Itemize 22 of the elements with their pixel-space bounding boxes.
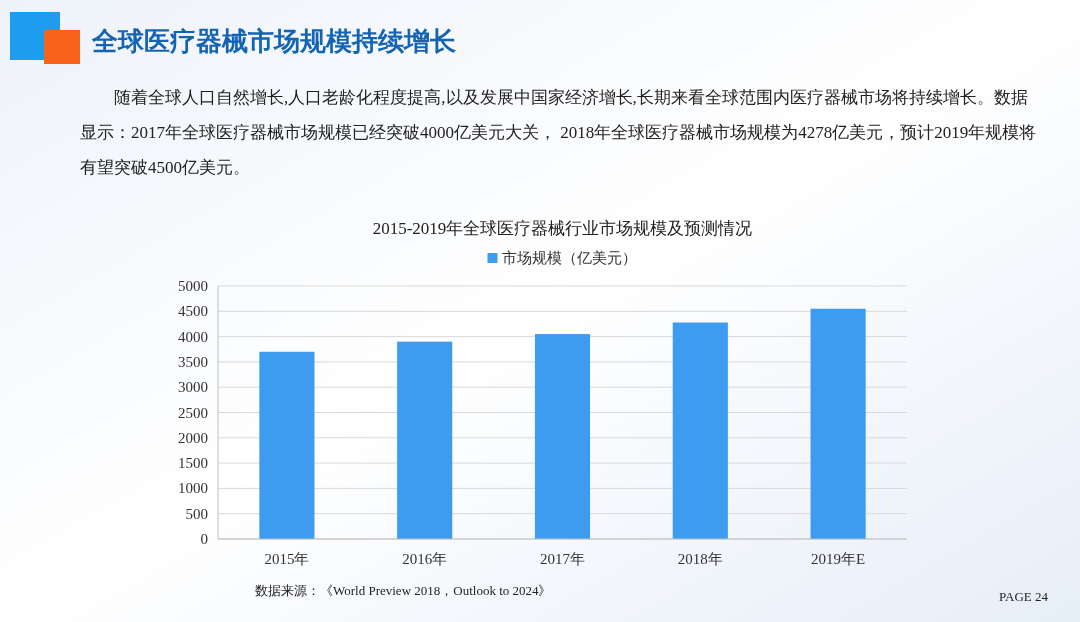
source-note: 数据来源：《World Preview 2018，Outlook to 2024》 [255, 583, 552, 598]
y-tick-label: 3000 [178, 379, 208, 396]
y-tick-label: 4500 [178, 303, 208, 320]
x-tick-label: 2018年 [677, 551, 723, 567]
y-tick-label: 4000 [178, 328, 208, 345]
y-tick-label: 3500 [178, 353, 208, 370]
y-tick-label: 2000 [178, 429, 208, 446]
y-tick-label: 2500 [178, 404, 208, 421]
x-tick-label: 2019年E [811, 551, 866, 567]
x-tick-label: 2017年 [540, 551, 585, 567]
chart-subtitle: 2015-2019年全球医疗器械行业市场规模及预测情况 [372, 219, 753, 238]
y-tick-label: 0 [200, 531, 208, 547]
y-tick-label: 5000 [178, 278, 208, 294]
text: PAGE 24 [998, 589, 1049, 604]
x-tick-label: 2015年 [264, 551, 310, 567]
legend-label: 市场规模（亿美元） [501, 250, 637, 266]
x-tick-label: 2016年 [402, 551, 448, 567]
y-tick-label: 1500 [178, 455, 208, 472]
chart-title: 全球医疗器械市场规模持续增长 [91, 26, 456, 56]
y-tick-label: 500 [185, 505, 208, 522]
text: 随着全球人口自然增长,人口老龄化程度提高,以及发展中国家经济增长,长期来看全球范围内医疗器械市场将持续增长。数据显示：2017年全球医疗器械市场规模已经突破4000亿美元大关， 2018年全球医疗器械市场规模为4278亿美元，预计2019年规模将有望突破4500亿美元。 [80, 87, 1038, 179]
y-tick-label: 1000 [178, 480, 208, 497]
